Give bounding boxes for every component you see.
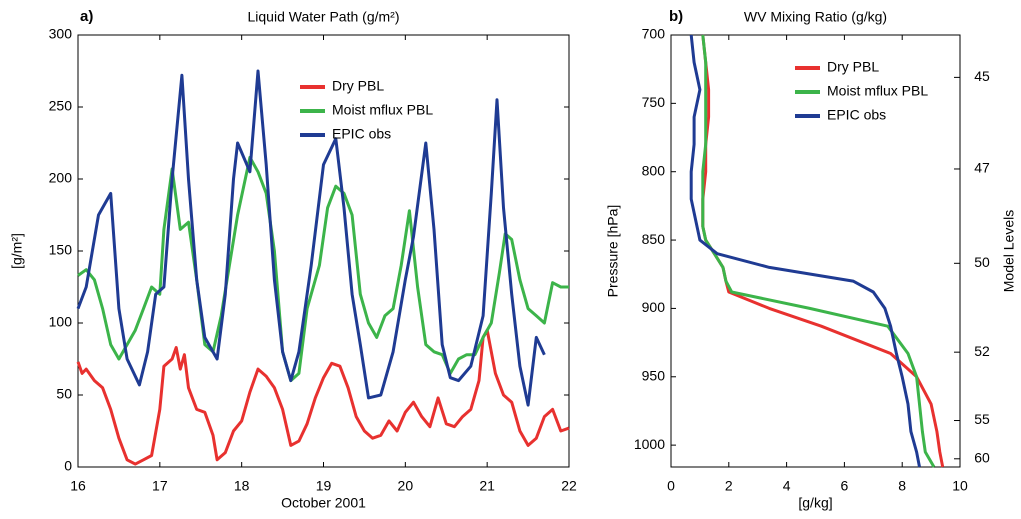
- y-tick-label: 200: [49, 170, 73, 186]
- y2-tick-label: 50: [974, 254, 990, 270]
- panel-label: b): [669, 8, 683, 25]
- legend-label: Dry PBL: [827, 59, 879, 75]
- series-line: [76, 328, 570, 466]
- x-tick-label: 20: [398, 478, 414, 494]
- y-tick-label: 700: [642, 26, 666, 42]
- series-line: [689, 34, 921, 468]
- plot-frame: [670, 34, 961, 468]
- x-tick-label: 8: [898, 478, 906, 494]
- legend-label: Dry PBL: [332, 78, 384, 94]
- x-tick-label: 4: [783, 478, 791, 494]
- y-axis-label: [g/m²]: [9, 233, 25, 269]
- x-tick-label: 16: [70, 478, 86, 494]
- y2-tick-label: 60: [974, 450, 990, 466]
- series-line: [76, 69, 546, 407]
- x-tick-label: 18: [234, 478, 250, 494]
- x-tick-label: 19: [316, 478, 332, 494]
- y-tick-label: 50: [56, 386, 72, 402]
- y-tick-label: 900: [642, 299, 666, 315]
- y2-tick-label: 52: [974, 343, 990, 359]
- y-tick-label: 0: [64, 458, 72, 474]
- legend-label: Moist mflux PBL: [332, 102, 433, 118]
- y-axis-label: Pressure [hPa]: [605, 205, 621, 298]
- y2-tick-label: 45: [974, 68, 990, 84]
- y-tick-label: 750: [642, 94, 666, 110]
- series-line: [77, 155, 569, 383]
- x-axis-label: [g/kg]: [798, 495, 832, 511]
- x-axis-label: October 2001: [281, 495, 366, 511]
- x-tick-label: 6: [841, 478, 849, 494]
- y-tick-label: 100: [49, 314, 73, 330]
- x-tick-label: 17: [152, 478, 168, 494]
- x-tick-label: 10: [952, 478, 968, 494]
- x-tick-label: 2: [725, 478, 733, 494]
- y2-tick-label: 47: [974, 160, 990, 176]
- y-tick-label: 150: [49, 242, 73, 258]
- y-tick-label: 800: [642, 162, 666, 178]
- y2-axis-label: Model Levels: [1001, 210, 1017, 293]
- x-tick-label: 22: [561, 478, 577, 494]
- x-tick-label: 21: [479, 478, 495, 494]
- chart-title: WV Mixing Ratio (g/kg): [744, 9, 887, 25]
- y-tick-label: 850: [642, 231, 666, 247]
- y2-tick-label: 55: [974, 411, 990, 427]
- plot-frame: [77, 34, 570, 468]
- x-tick-label: 0: [667, 478, 675, 494]
- y-tick-label: 250: [49, 98, 73, 114]
- legend-label: EPIC obs: [827, 107, 886, 123]
- legend-label: Moist mflux PBL: [827, 83, 928, 99]
- legend-label: EPIC obs: [332, 126, 391, 142]
- panel-label: a): [80, 8, 93, 25]
- y-tick-label: 300: [49, 26, 73, 42]
- chart-title: Liquid Water Path (g/m²): [248, 9, 400, 25]
- y-tick-label: 950: [642, 367, 666, 383]
- series-line: [701, 34, 936, 468]
- y-tick-label: 1000: [634, 436, 665, 452]
